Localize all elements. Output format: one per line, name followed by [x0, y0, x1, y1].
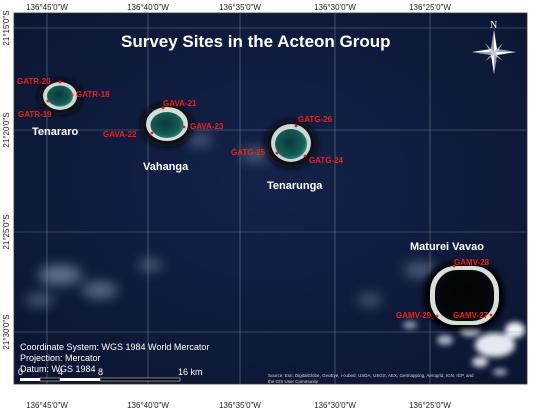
- source-attribution-line: Source: Esri, DigitalGlobe, GeoEye, i-cu…: [268, 373, 474, 378]
- site-label: GATR-20: [17, 77, 51, 86]
- bottom-tick-label: 136°30'0"W: [314, 401, 356, 410]
- map-title: Survey Sites in the Acteon Group: [121, 32, 391, 51]
- site-label: GAVA-21: [163, 99, 197, 108]
- island-names: Tenararo Vahanga Tenarunga Maturei Vavao: [32, 126, 484, 253]
- left-tick-label: 21°25'0"S: [2, 214, 11, 249]
- north-arrow-icon: [472, 30, 516, 74]
- atoll-maturei-vavao: [424, 262, 504, 330]
- bottom-tick-label: 136°45'0"W: [26, 401, 68, 410]
- left-tick-label: 21°20'0"S: [2, 112, 11, 147]
- map-border: [13, 12, 528, 385]
- bottom-tick-label: 136°25'0"W: [409, 401, 451, 410]
- top-tick-label: 136°35'0"W: [219, 3, 261, 12]
- top-axis-ticks: 136°45'0"W 136°40'0"W 136°35'0"W 136°30'…: [26, 3, 451, 12]
- site-label: GATG-24: [309, 156, 344, 165]
- atoll-vahanga: [141, 103, 193, 147]
- datum-text: Datum: WGS 1984: [20, 364, 96, 374]
- bottom-tick-label: 136°35'0"W: [219, 401, 261, 410]
- bottom-axis-ticks: 136°45'0"W 136°40'0"W 136°35'0"W 136°30'…: [26, 401, 451, 410]
- island-name-vahanga: Vahanga: [143, 161, 189, 173]
- island-name-maturei-vavao: Maturei Vavao: [410, 241, 484, 253]
- source-attribution: Source: Esri, DigitalGlobe, GeoEye, i-cu…: [268, 373, 475, 384]
- cloud-cover: [26, 134, 436, 306]
- scale-bar-labels: 0 4 8 16 km: [18, 367, 203, 377]
- site-label: GAVA-23: [190, 122, 224, 131]
- site-label: GATG-25: [231, 148, 266, 157]
- scale-label: 16 km: [178, 367, 203, 377]
- site-label: GAMV-29: [396, 311, 432, 320]
- site-label: GATG-26: [298, 115, 333, 124]
- site-markers: [46, 80, 493, 318]
- projection-text: Projection: Mercator: [20, 353, 101, 363]
- site-label: GAVA-22: [103, 130, 137, 139]
- site-label: GATR-18: [76, 90, 110, 99]
- map-info: Coordinate System: WGS 1984 World Mercat…: [20, 342, 209, 374]
- site-labels: GATR-20 GATR-18 GATR-19 GAVA-21 GAVA-22 …: [17, 77, 490, 320]
- atoll-tenararo: [38, 79, 82, 115]
- top-tick-label: 136°30'0"W: [314, 3, 356, 12]
- graticule: [14, 13, 527, 384]
- scale-bar: [20, 377, 181, 382]
- bottom-tick-label: 136°40'0"W: [127, 401, 169, 410]
- top-tick-label: 136°45'0"W: [26, 3, 68, 12]
- island-name-tenarunga: Tenarunga: [267, 180, 323, 192]
- site-label: GAMV-28: [454, 258, 490, 267]
- top-tick-label: 136°25'0"W: [409, 3, 451, 12]
- top-tick-label: 136°40'0"W: [127, 3, 169, 12]
- scale-label: 4: [58, 367, 63, 377]
- north-label: N: [490, 20, 497, 31]
- site-label: GATR-19: [18, 110, 52, 119]
- left-tick-label: 21°15'0"S: [2, 10, 11, 45]
- left-axis-ticks: 21°15'0"S 21°20'0"S 21°25'0"S 21°30'0"S: [2, 10, 11, 349]
- left-tick-label: 21°30'0"S: [2, 314, 11, 349]
- coordinate-system-text: Coordinate System: WGS 1984 World Mercat…: [20, 342, 209, 352]
- scale-label: 0: [18, 367, 23, 377]
- site-label: GAMV-27: [453, 311, 489, 320]
- island-name-tenararo: Tenararo: [32, 126, 79, 138]
- scale-label: 8: [98, 367, 103, 377]
